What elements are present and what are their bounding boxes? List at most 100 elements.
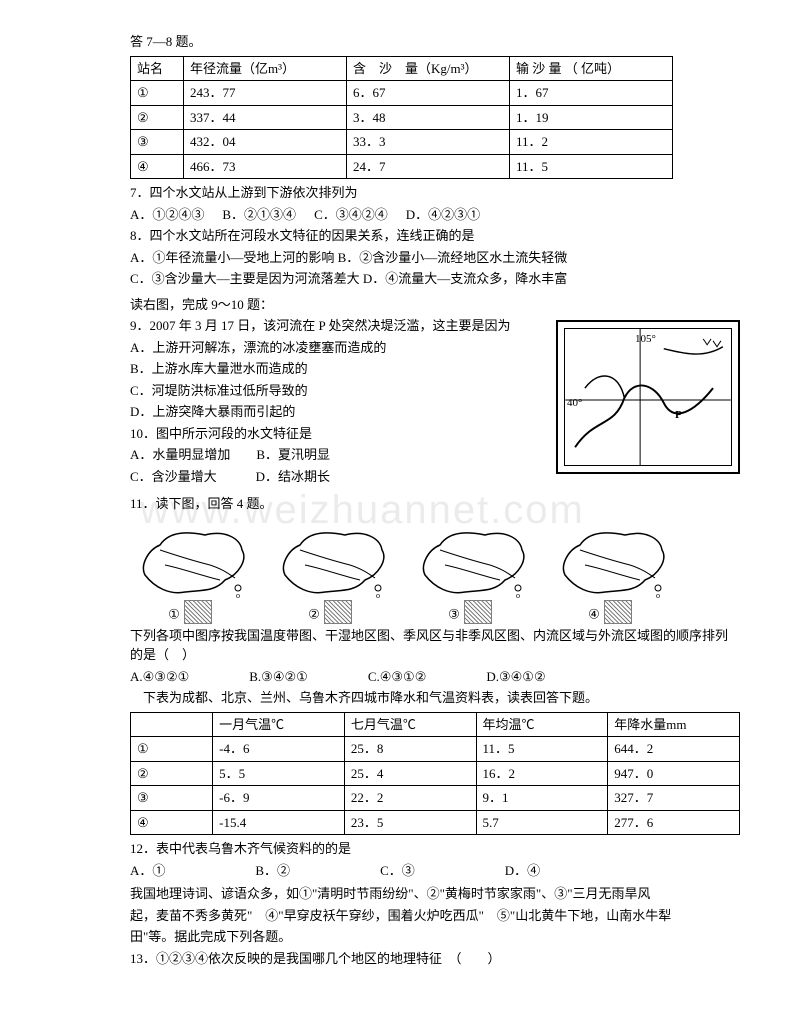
q7-stem: 7．四个水文站从上游到下游依次排列为 (130, 183, 740, 203)
poem-line-3: 田"等。据此完成下列各题。 (130, 927, 740, 947)
svg-text:o: o (656, 591, 660, 600)
china-map: o (410, 520, 530, 600)
exam-page: www.weizhuannet.com 答 7—8 题。 站名年径流量（亿m³）… (0, 0, 800, 1036)
map-p-label: P (675, 407, 682, 424)
q11-option: D.③④①② (486, 667, 545, 687)
q12-intro: 下表为成都、北京、兰州、乌鲁木齐四城市降水和气温资料表，读表回答下题。 (130, 688, 740, 708)
q7-option: D．④②③① (406, 205, 480, 225)
legend-icon (184, 600, 212, 624)
table2-cell: 5．5 (213, 761, 345, 786)
map-frame: 105° 40° P (564, 328, 732, 466)
intro-7-8: 答 7—8 题。 (130, 32, 740, 52)
q12-stem: 12．表中代表乌鲁木齐气候资料的的是 (130, 839, 740, 859)
table1-cell: 11．2 (510, 130, 673, 155)
table2-cell: -6．9 (213, 786, 345, 811)
china-map-number: ② (270, 600, 390, 624)
table2-header: 年降水量mm (608, 712, 740, 737)
legend-icon (464, 600, 492, 624)
table2-cell: -15.4 (213, 810, 345, 835)
table2-cell: 23．5 (344, 810, 476, 835)
svg-text:o: o (376, 591, 380, 600)
table1-cell: ① (131, 81, 184, 106)
table2-cell: ④ (131, 810, 213, 835)
table2-cell: 5.7 (476, 810, 608, 835)
q13-stem: 13．①②③④依次反映的是我国哪几个地区的地理特征 （ ） (130, 949, 740, 969)
q8-stem: 8．四个水文站所在河段水文特征的因果关系，连线正确的是 (130, 226, 740, 246)
china-map-number: ④ (550, 600, 670, 624)
map-lat-label: 40° (567, 395, 582, 412)
intro-9-10: 读右图，完成 9～10 题： (130, 295, 740, 315)
table1-cell: 466．73 (184, 154, 347, 179)
q11-option: B.③④②① (249, 667, 308, 687)
table1-cell: 432．04 (184, 130, 347, 155)
table1-cell: 1．19 (510, 105, 673, 130)
table2-cell: ② (131, 761, 213, 786)
china-map-item: o③ (410, 520, 530, 624)
table1-cell: 337．44 (184, 105, 347, 130)
table2-cell: ③ (131, 786, 213, 811)
table2-header: 一月气温℃ (213, 712, 345, 737)
table2-cell: 25．8 (344, 737, 476, 762)
q12-option: D．④ (505, 861, 540, 881)
table2-header: 年均温℃ (476, 712, 608, 737)
china-map-number: ① (130, 600, 250, 624)
q7-option: C．③④②④ (314, 205, 388, 225)
q11-option: A.④③②① (130, 667, 189, 687)
table1-cell: 3．48 (347, 105, 510, 130)
table1-header: 输 沙 量 （ 亿吨） (510, 56, 673, 81)
table2-cell: -4．6 (213, 737, 345, 762)
q12-options: A．① B．② C．③ D．④ (130, 861, 740, 881)
table1-header: 站名 (131, 56, 184, 81)
table2-cell: 11．5 (476, 737, 608, 762)
q12-option: C．③ (380, 861, 415, 881)
q11-options: A.④③②① B.③④②① C.④③①② D.③④①② (130, 667, 740, 687)
table2-cell: 22．2 (344, 786, 476, 811)
table2-header (131, 712, 213, 737)
table1-header: 含 沙 量（Kg/m³） (347, 56, 510, 81)
table1-cell: 243．77 (184, 81, 347, 106)
table2-cell: 277．6 (608, 810, 740, 835)
table1-cell: ③ (131, 130, 184, 155)
poem-line-2: 起，麦苗不秀多黄死" ④"早穿皮袄午穿纱，围着火炉吃西瓜" ⑤"山北黄牛下地，山… (130, 906, 740, 926)
q12-option: A．① (130, 861, 165, 881)
china-map-item: o② (270, 520, 390, 624)
table1-header: 年径流量（亿m³） (184, 56, 347, 81)
q8-opt-cd: C．③含沙量大—主要是因为河流落差大 D．④流量大—支流众多，降水丰富 (130, 269, 740, 289)
table2-cell: 644．2 (608, 737, 740, 762)
q11-stem: 下列各项中图序按我国温度带图、干湿地区图、季风区与非季风区图、内流区域与外流区域… (130, 626, 740, 665)
table1-cell: ② (131, 105, 184, 130)
table1-cell: ④ (131, 154, 184, 179)
map-figure: 105° 40° P (556, 320, 740, 474)
q11-option: C.④③①② (368, 667, 427, 687)
table-climate: 一月气温℃七月气温℃年均温℃年降水量mm①-4．625．811．5644．2②5… (130, 712, 740, 836)
china-map: o (550, 520, 670, 600)
china-map: o (270, 520, 390, 600)
q7-option: A．①②④③ (130, 205, 204, 225)
q8-opt-ab: A．①年径流量小—受地上河的影响 B．②含沙量小—流经地区水土流失轻微 (130, 248, 740, 268)
svg-text:o: o (516, 591, 520, 600)
q12-option: B．② (255, 861, 290, 881)
q7-options: A．①②④③ B．②①③④ C．③④②④ D．④②③① (130, 205, 740, 225)
china-map-row: o①o②o③o④ (130, 520, 740, 624)
table1-cell: 11．5 (510, 154, 673, 179)
svg-text:o: o (236, 591, 240, 600)
q11-intro: 11．读下图，回答 4 题。 (130, 494, 740, 514)
table1-cell: 6．67 (347, 81, 510, 106)
table1-cell: 24．7 (347, 154, 510, 179)
table2-cell: 327．7 (608, 786, 740, 811)
map-svg (565, 329, 731, 465)
table2-header: 七月气温℃ (344, 712, 476, 737)
china-map-number: ③ (410, 600, 530, 624)
table2-cell: 9．1 (476, 786, 608, 811)
table-hydro: 站名年径流量（亿m³）含 沙 量（Kg/m³）输 沙 量 （ 亿吨） ①243．7… (130, 56, 673, 180)
q7-option: B．②①③④ (222, 205, 296, 225)
table2-cell: ① (131, 737, 213, 762)
legend-icon (324, 600, 352, 624)
legend-icon (604, 600, 632, 624)
china-map-item: o④ (550, 520, 670, 624)
table1-cell: 33．3 (347, 130, 510, 155)
table2-cell: 16．2 (476, 761, 608, 786)
table2-cell: 947．0 (608, 761, 740, 786)
china-map-item: o① (130, 520, 250, 624)
poem-line-1: 我国地理诗词、谚语众多，如①"清明时节雨纷纷"、②"黄梅时节家家雨"、③"三月无… (130, 884, 740, 904)
